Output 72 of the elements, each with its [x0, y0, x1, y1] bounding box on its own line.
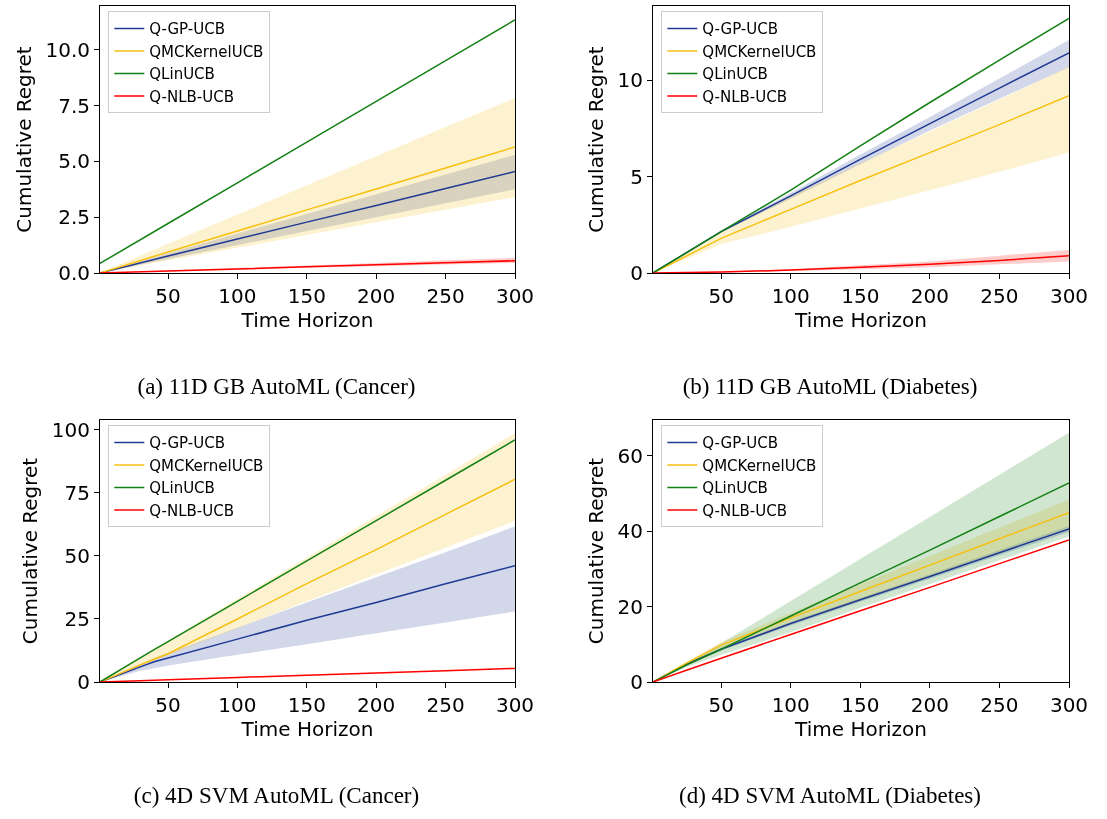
legend-label: Q-GP-UCB — [702, 20, 779, 39]
y-tick-label: 0 — [630, 670, 643, 694]
legend-label: Q-GP-UCB — [149, 20, 225, 39]
x-tick-label: 150 — [287, 693, 326, 717]
legend-label: QLinUCB — [149, 65, 215, 84]
legend-label: Q-NLB-UCB — [149, 87, 234, 106]
x-tick-label: 200 — [910, 693, 949, 717]
legend-label: Q-NLB-UCB — [702, 501, 787, 520]
text: (b) 11D GB AutoML (Diabetes) — [682, 373, 978, 399]
legend-label: QMCKernelUCB — [149, 456, 264, 475]
y-tick-label: 5 — [630, 164, 643, 189]
x-axis-title: Time Horizon — [240, 717, 374, 741]
y-tick-label: 2.5 — [58, 205, 90, 230]
x-tick-label: 300 — [1049, 284, 1089, 308]
x-tick-label: 250 — [980, 693, 1019, 717]
x-tick-label: 200 — [910, 284, 949, 308]
line-series — [653, 254, 1069, 273]
legend-label: QLinUCB — [702, 479, 768, 498]
legend-label: Q-NLB-UCB — [149, 501, 234, 520]
x-tick-label: 50 — [708, 284, 734, 308]
legend-label: QMCKernelUCB — [702, 456, 817, 475]
y-tick-label: 0.0 — [58, 261, 90, 285]
x-tick-label: 150 — [287, 284, 326, 308]
x-tick-label: 50 — [155, 284, 181, 308]
y-tick-label: 75 — [64, 480, 90, 505]
x-tick-label: 300 — [495, 693, 535, 717]
legend-label: Q-GP-UCB — [149, 434, 225, 453]
text: (d) 4D SVM AutoML (Diabetes) — [679, 782, 981, 808]
legend-label: Q-GP-UCB — [702, 434, 779, 453]
y-tick-label: 100 — [51, 417, 90, 442]
y-tick-label: 25 — [64, 606, 90, 631]
x-axis-title: Time Horizon — [240, 308, 374, 332]
y-axis-title: Cumulative Regret — [11, 46, 36, 233]
legend-label: QMCKernelUCB — [702, 42, 817, 61]
x-tick-label: 150 — [841, 693, 880, 717]
x-axis-title: Time Horizon — [794, 717, 927, 741]
x-tick-label: 250 — [426, 693, 465, 717]
x-tick-label: 50 — [155, 693, 181, 717]
x-tick-label: 250 — [980, 284, 1019, 308]
x-tick-label: 300 — [1049, 693, 1089, 717]
legend-label: Q-NLB-UCB — [702, 87, 787, 106]
text: (c) 4D SVM AutoML (Cancer) — [133, 782, 420, 808]
y-tick-label: 40 — [617, 519, 643, 544]
x-tick-label: 300 — [495, 284, 535, 308]
legend-label: QLinUCB — [149, 479, 215, 498]
y-axis-title: Cumulative Regret — [18, 457, 43, 645]
y-axis-title: Cumulative Regret — [584, 46, 609, 233]
line-series — [100, 667, 515, 682]
x-tick-label: 200 — [357, 284, 396, 308]
y-tick-label: 7.5 — [58, 93, 90, 118]
x-tick-label: 50 — [708, 693, 734, 717]
legend-label: QLinUCB — [702, 65, 768, 84]
y-tick-label: 10.0 — [45, 37, 90, 62]
y-tick-label: 60 — [617, 443, 643, 468]
line-series — [100, 19, 515, 265]
y-tick-label: 0 — [77, 670, 90, 694]
y-tick-label: 50 — [64, 543, 90, 568]
y-tick-label: 20 — [617, 594, 643, 619]
x-tick-label: 100 — [218, 693, 257, 717]
x-tick-label: 150 — [841, 284, 880, 308]
x-tick-label: 200 — [357, 693, 396, 717]
x-tick-label: 100 — [218, 284, 257, 308]
x-tick-label: 100 — [771, 284, 810, 308]
y-tick-label: 0 — [630, 261, 643, 285]
legend-label: QMCKernelUCB — [149, 42, 264, 61]
x-axis-title: Time Horizon — [794, 308, 927, 332]
y-tick-label: 10 — [617, 68, 643, 93]
y-tick-label: 5.0 — [58, 149, 90, 174]
text: (a) 11D GB AutoML (Cancer) — [137, 373, 416, 399]
y-axis-title: Cumulative Regret — [584, 457, 609, 645]
x-tick-label: 100 — [771, 693, 810, 717]
x-tick-label: 250 — [426, 284, 465, 308]
